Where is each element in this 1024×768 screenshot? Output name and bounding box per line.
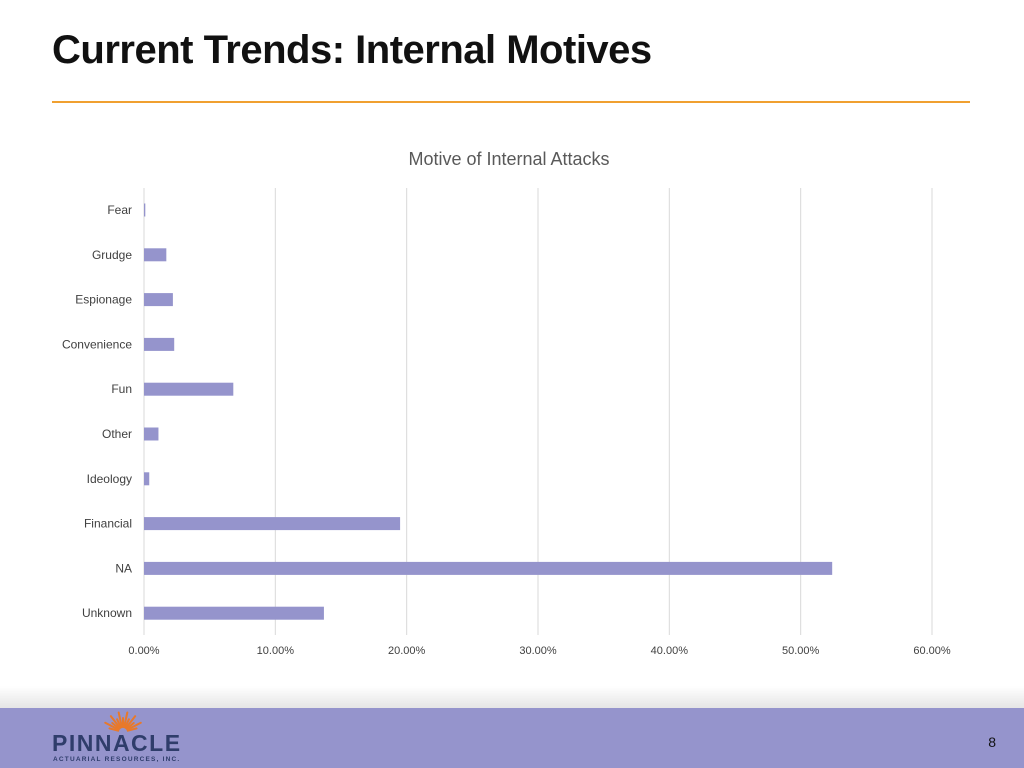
x-tick-label: 0.00%: [128, 645, 159, 657]
internal-motives-bar-chart: Motive of Internal Attacks Fear Grudge Esp…: [62, 149, 951, 657]
x-tick-label: 40.00%: [651, 645, 689, 657]
sun-ray: [126, 721, 142, 731]
sun-ray: [124, 718, 130, 729]
category-label: Financial: [84, 517, 132, 531]
category-label: Convenience: [62, 337, 132, 351]
sun-ray: [125, 715, 137, 730]
bar-financial: [144, 517, 401, 531]
x-tick-label: 30.00%: [519, 645, 557, 657]
chart-title: Motive of Internal Attacks: [408, 149, 609, 169]
bar-na: [144, 561, 833, 575]
sunburst-icon: [104, 711, 142, 732]
category-label: Ideology: [87, 472, 132, 486]
category-label: Fun: [111, 382, 132, 396]
bar-convenience: [144, 337, 175, 351]
pinnacle-logo: PINNACLE ACTUARIAL RESOURCES, INC.: [52, 710, 192, 766]
category-label: NA: [115, 561, 132, 575]
footer-shadow: [0, 686, 1024, 708]
x-tick-label: 60.00%: [913, 645, 951, 657]
title-divider: [52, 101, 970, 103]
category-label: Espionage: [75, 293, 132, 307]
category-label: Unknown: [82, 606, 132, 620]
bar-espionage: [144, 293, 173, 307]
chart-bars: [144, 203, 833, 620]
sun-ray: [108, 727, 120, 732]
sun-ray: [111, 722, 121, 730]
x-tick-label: 50.00%: [782, 645, 820, 657]
sun-ray: [125, 722, 135, 730]
sun-ray: [126, 727, 138, 732]
bar-fear: [144, 203, 146, 217]
sun-ray: [116, 718, 122, 729]
sun-ray: [123, 711, 129, 729]
category-label: Other: [102, 427, 132, 441]
bar-other: [144, 427, 159, 441]
category-label: Fear: [107, 203, 132, 217]
bar-ideology: [144, 472, 150, 486]
bar-unknown: [144, 606, 324, 620]
bar-fun: [144, 382, 234, 396]
chart-gridlines: [143, 188, 933, 635]
x-tick-label: 20.00%: [388, 645, 426, 657]
x-tick-label: 10.00%: [257, 645, 295, 657]
page-number: 8: [988, 734, 996, 750]
sun-ray: [109, 715, 121, 730]
chart-x-tick-labels: 0.00% 10.00% 20.00% 30.00% 40.00% 50.00% 60.00…: [128, 645, 950, 657]
footer-bar: PINNACLE ACTUARIAL RESOURCES, INC. 8: [0, 708, 1024, 768]
logo-tagline: ACTUARIAL RESOURCES, INC.: [53, 756, 181, 763]
logo-wordmark: PINNACLE: [52, 730, 182, 756]
chart-category-labels: Fear Grudge Espionage Convenience Fun Other Id…: [62, 203, 132, 620]
slide-title: Current Trends: Internal Motives: [52, 28, 652, 72]
bar-grudge: [144, 248, 167, 262]
category-label: Grudge: [92, 248, 132, 262]
sun-ray: [117, 711, 123, 729]
sun-ray: [104, 721, 120, 731]
